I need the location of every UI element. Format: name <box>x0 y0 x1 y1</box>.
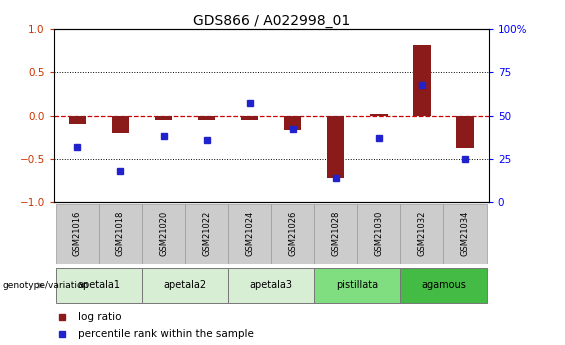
Text: GSM21032: GSM21032 <box>418 211 427 256</box>
Bar <box>370 114 388 116</box>
Bar <box>327 116 345 178</box>
Text: agamous: agamous <box>421 280 466 290</box>
Bar <box>228 204 271 264</box>
Text: GSM21016: GSM21016 <box>73 211 82 256</box>
Bar <box>56 268 142 303</box>
Bar <box>155 116 172 120</box>
Bar <box>357 204 401 264</box>
Bar <box>112 116 129 133</box>
Text: GSM21024: GSM21024 <box>245 211 254 256</box>
Text: GSM21026: GSM21026 <box>288 211 297 256</box>
Bar <box>241 116 258 120</box>
Bar <box>314 204 357 264</box>
Text: GSM21020: GSM21020 <box>159 211 168 256</box>
Title: GDS866 / A022998_01: GDS866 / A022998_01 <box>193 14 350 28</box>
Bar <box>401 204 444 264</box>
Text: apetala1: apetala1 <box>77 280 120 290</box>
Text: GSM21030: GSM21030 <box>375 211 384 256</box>
Bar <box>414 45 431 116</box>
Bar <box>457 116 473 148</box>
Text: log ratio: log ratio <box>77 312 121 322</box>
Text: apetala2: apetala2 <box>163 280 207 290</box>
Text: pistillata: pistillata <box>336 280 379 290</box>
Bar <box>401 268 486 303</box>
Bar <box>56 204 99 264</box>
Bar <box>228 268 314 303</box>
Text: percentile rank within the sample: percentile rank within the sample <box>77 329 254 339</box>
Text: apetala3: apetala3 <box>250 280 293 290</box>
Bar <box>198 116 215 120</box>
Bar <box>314 268 401 303</box>
Bar <box>185 204 228 264</box>
Text: genotype/variation: genotype/variation <box>3 281 89 290</box>
Bar <box>284 116 301 130</box>
Text: GSM21022: GSM21022 <box>202 211 211 256</box>
Bar <box>271 204 314 264</box>
Text: GSM21018: GSM21018 <box>116 211 125 256</box>
Bar <box>444 204 486 264</box>
Text: GSM21028: GSM21028 <box>331 211 340 256</box>
Bar <box>142 268 228 303</box>
Bar <box>69 116 86 124</box>
Bar <box>142 204 185 264</box>
Text: GSM21034: GSM21034 <box>460 211 470 256</box>
Bar <box>99 204 142 264</box>
